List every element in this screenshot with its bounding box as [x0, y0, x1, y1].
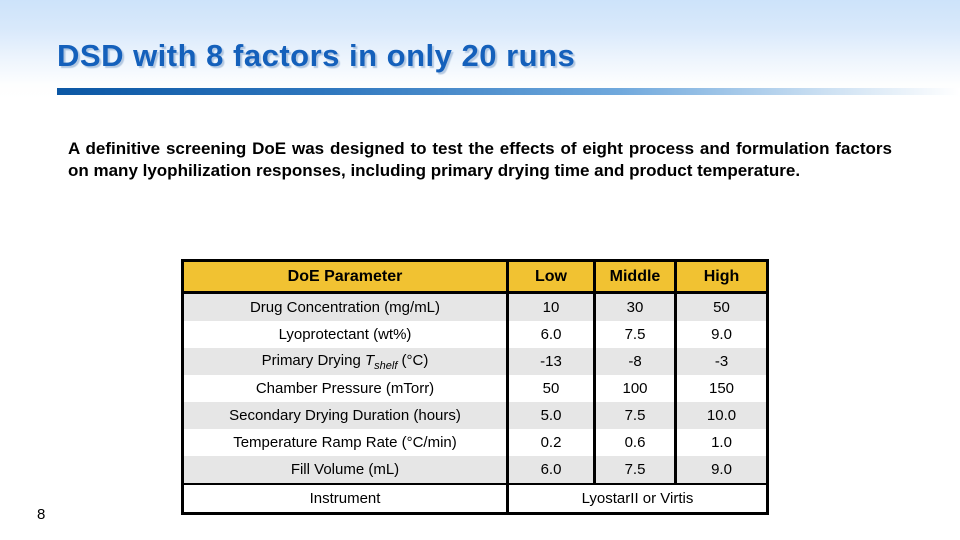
- page-number: 8: [37, 506, 46, 523]
- value-cell: 1.0: [674, 429, 768, 456]
- value-cell: 50: [674, 292, 768, 321]
- value-cell: -13: [506, 348, 595, 375]
- parameter-cell: Temperature Ramp Rate (°C/min): [182, 429, 508, 456]
- value-cell: 30: [593, 292, 676, 321]
- value-cell: 100: [593, 375, 676, 402]
- value-cell: 9.0: [674, 321, 768, 348]
- value-cell: 10: [506, 292, 595, 321]
- value-cell: 150: [674, 375, 768, 402]
- value-cell: 5.0: [506, 402, 595, 429]
- parameter-cell: Drug Concentration (mg/mL): [182, 292, 508, 321]
- value-cell: 0.6: [593, 429, 676, 456]
- header-cell-middle: Middle: [593, 260, 676, 294]
- table-row: Chamber Pressure (mTorr) 50 100 150: [182, 375, 768, 402]
- parameter-cell: Primary Drying Tshelf (°C): [182, 348, 508, 375]
- value-cell: 50: [506, 375, 595, 402]
- table-row: Secondary Drying Duration (hours) 5.0 7.5 1…: [182, 402, 768, 429]
- slide-title: DSD with 8 factors in only 20 runs: [57, 38, 576, 73]
- value-cell: 7.5: [593, 402, 676, 429]
- table-header-row: DoE Parameter Low Middle High: [182, 260, 768, 294]
- table-row: Drug Concentration (mg/mL) 10 30 50: [182, 292, 768, 321]
- value-cell: 10.0: [674, 402, 768, 429]
- instrument-value-cell: LyostarII or Virtis: [506, 483, 768, 514]
- parameter-cell: Lyoprotectant (wt%): [182, 321, 508, 348]
- parameter-cell: Fill Volume (mL): [182, 456, 508, 484]
- header-gradient-band: [0, 0, 960, 100]
- value-cell: -8: [593, 348, 676, 375]
- doe-parameters-table: DoE Parameter Low Middle High Drug Conce…: [181, 259, 769, 515]
- value-cell: 6.0: [506, 321, 595, 348]
- header-cell-high: High: [674, 260, 768, 294]
- table-row: Primary Drying Tshelf (°C) -13 -8 -3: [182, 348, 768, 375]
- table-row: Lyoprotectant (wt%) 6.0 7.5 9.0: [182, 321, 768, 348]
- title-underline-rule: [57, 88, 960, 95]
- value-cell: 0.2: [506, 429, 595, 456]
- header-cell-parameter: DoE Parameter: [182, 260, 508, 294]
- parameter-cell: Instrument: [182, 483, 508, 514]
- value-cell: 6.0: [506, 456, 595, 484]
- value-cell: 7.5: [593, 456, 676, 484]
- value-cell: 9.0: [674, 456, 768, 484]
- value-cell: 7.5: [593, 321, 676, 348]
- value-cell: -3: [674, 348, 768, 375]
- parameter-cell: Chamber Pressure (mTorr): [182, 375, 508, 402]
- header-cell-low: Low: [506, 260, 595, 294]
- table-row: Instrument LyostarII or Virtis: [182, 483, 768, 514]
- body-paragraph: A definitive screening DoE was designed …: [68, 139, 892, 180]
- table-row: Fill Volume (mL) 6.0 7.5 9.0: [182, 456, 768, 484]
- parameter-cell: Secondary Drying Duration (hours): [182, 402, 508, 429]
- table-row: Temperature Ramp Rate (°C/min) 0.2 0.6 1.0: [182, 429, 768, 456]
